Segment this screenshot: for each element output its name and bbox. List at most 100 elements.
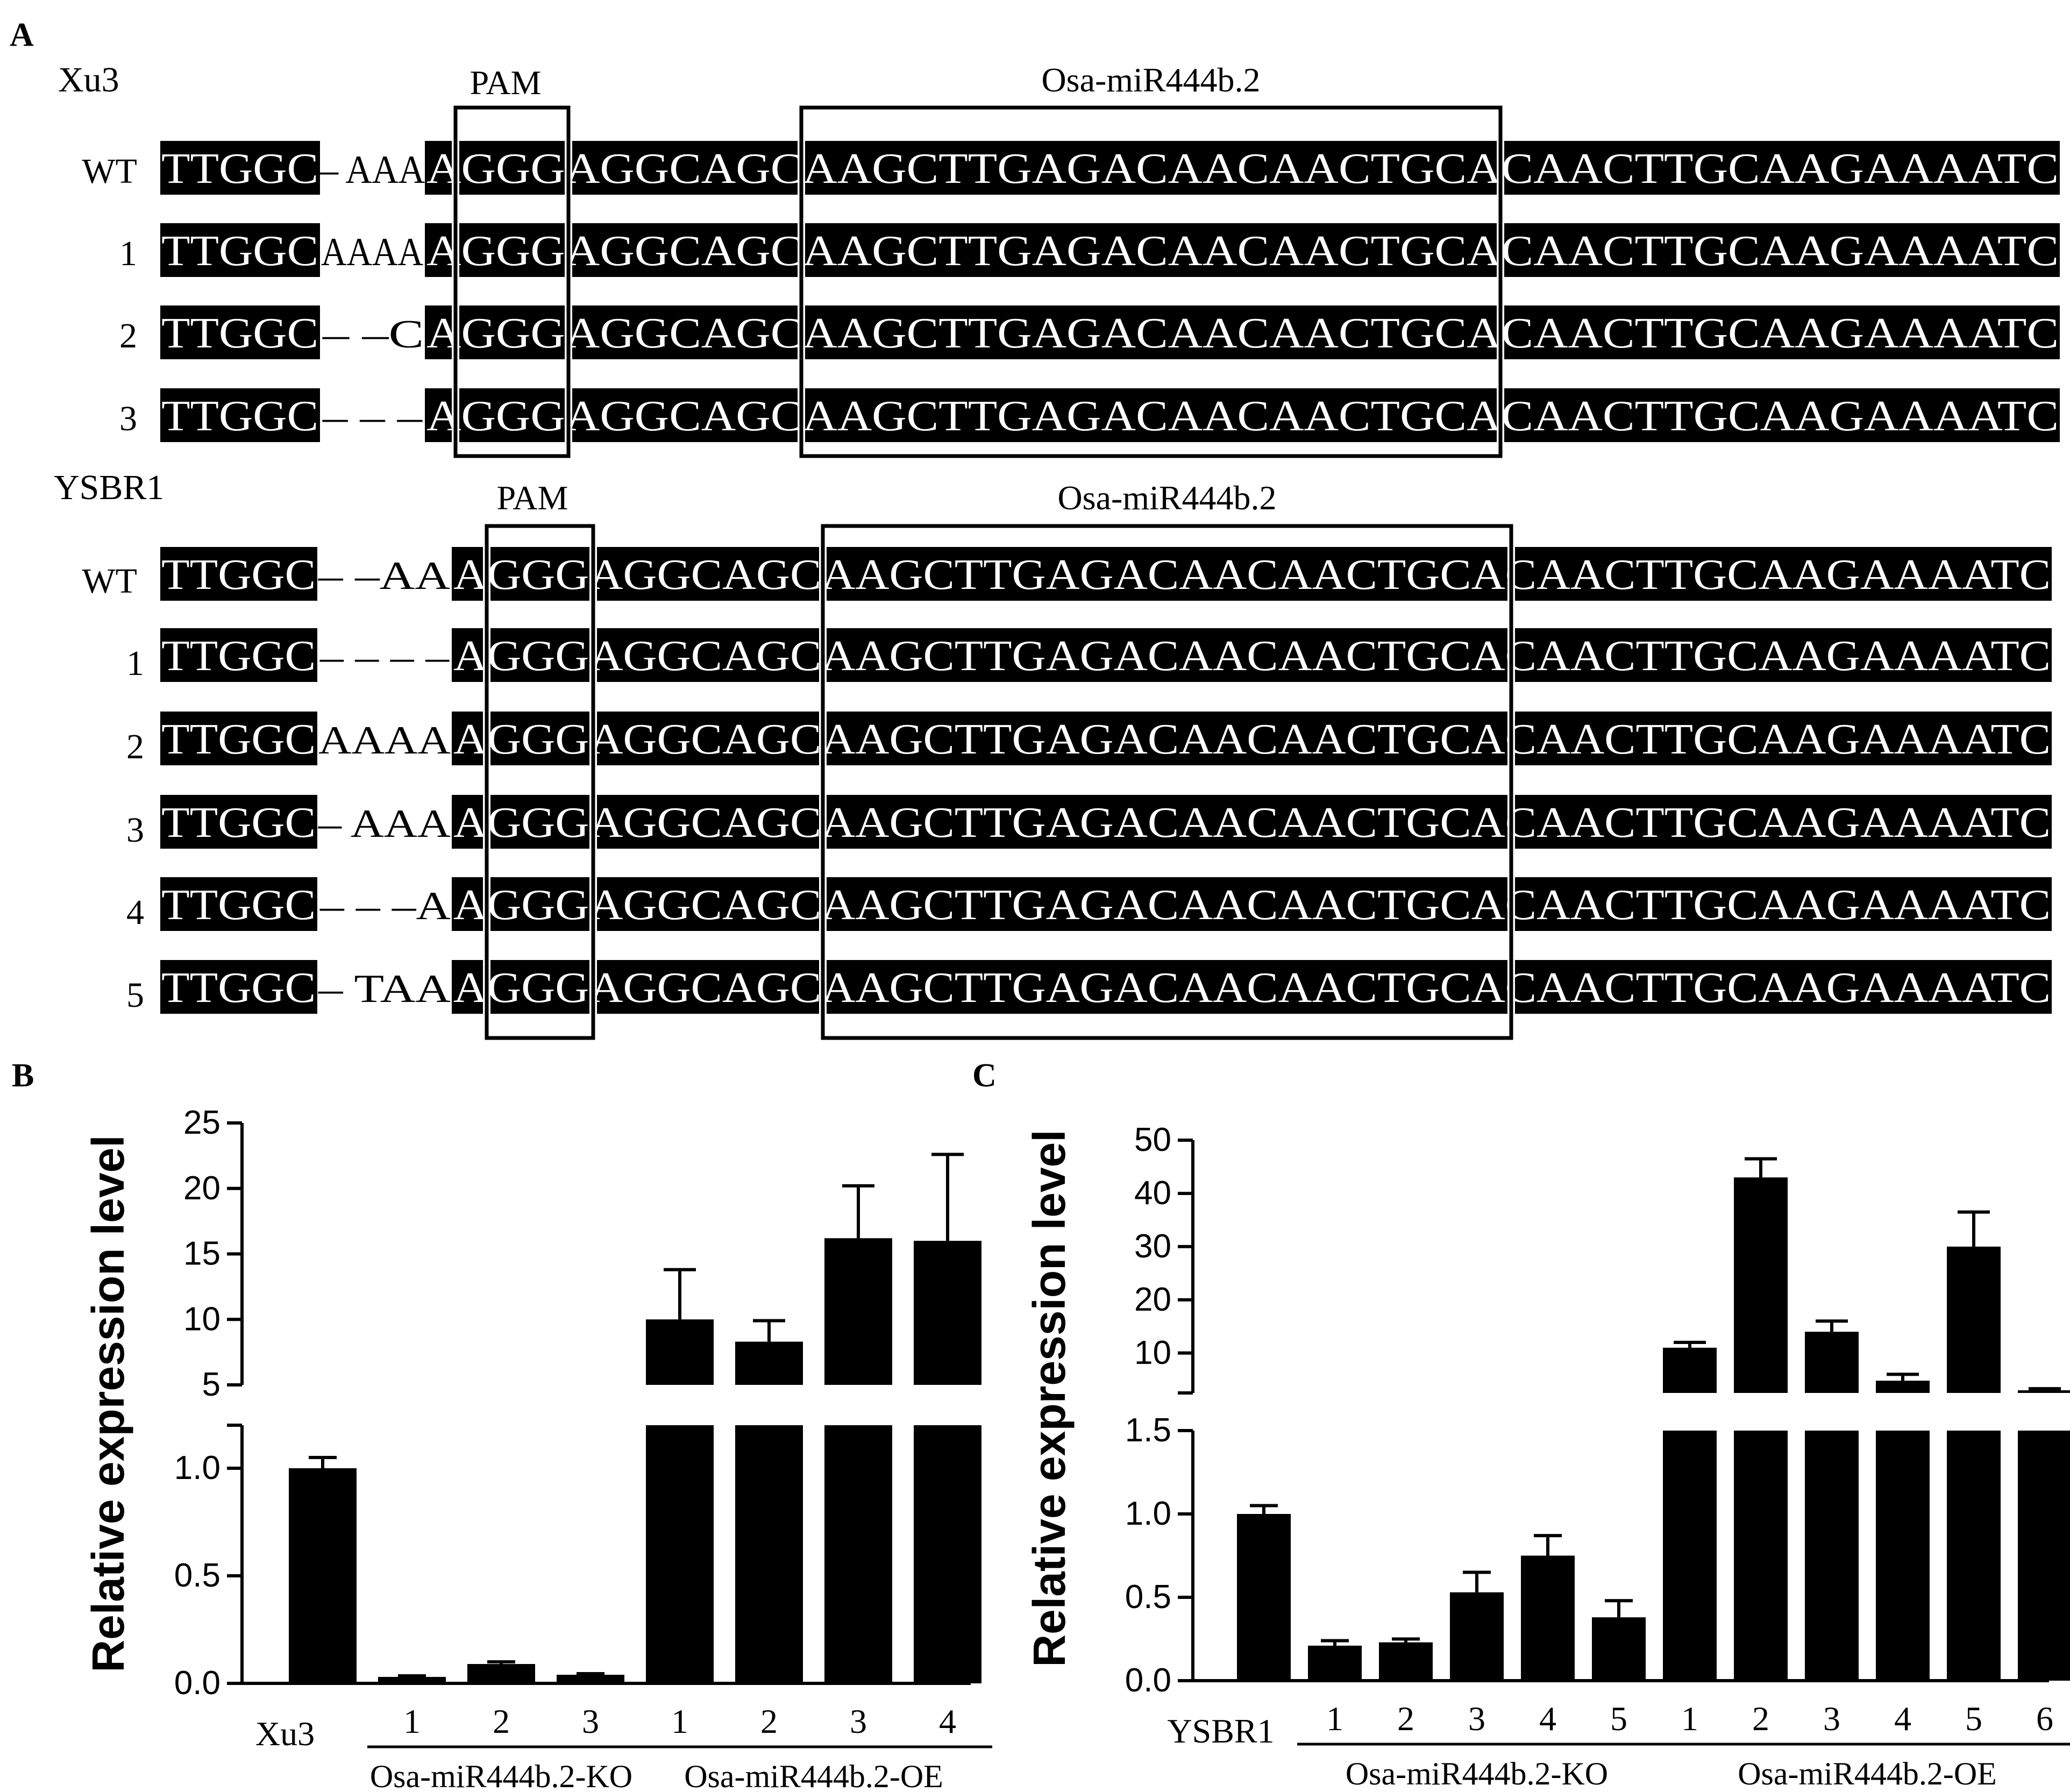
row-label: WT [82,152,137,191]
bar [557,1675,624,1683]
gap-sequence: – –C [322,312,424,357]
bar [1521,1555,1575,1681]
bar [1308,1645,1362,1681]
right-block [452,628,2052,682]
y-tick-label: 20 [183,1170,220,1207]
left-block [160,712,317,765]
bar [378,1677,446,1683]
panel-label-c: C [972,1057,997,1094]
bar [289,1468,357,1683]
x-tick-label: 2 [493,1702,510,1740]
pam-box-xu3 [453,105,571,458]
row-label: 3 [126,810,144,850]
x-tick-label: 3 [1823,1699,1840,1738]
right-block [452,795,2052,849]
left-block [160,305,320,359]
gap-sequence: AAAA [321,230,423,274]
bar [1592,1617,1646,1681]
pam-label-xu3: PAM [470,63,542,102]
left-sequence: TTGGC [161,632,316,680]
x-tick-label: YSBR1 [1167,1712,1274,1750]
bar [467,1664,535,1683]
bar-upper-segment [824,1238,892,1385]
right-sequence: AGGGAGGCAGCAAGCTTGAGACAACAACTGCACAACTTGC… [453,964,2051,1012]
bar-upper-segment [1805,1332,1859,1393]
x-tick-label: 3 [1468,1699,1485,1738]
right-sequence: AGGGAGGCAGCAAGCTTGAGACAACAACTGCACAACTTGC… [453,716,2051,763]
x-tick-label: 5 [1965,1699,1982,1738]
panel-label-b: B [12,1057,34,1094]
group-label: Osa-miR444b.2-OE [1738,1756,1997,1791]
left-block [160,960,317,1014]
x-tick-label: 4 [1894,1699,1911,1738]
left-block [160,547,317,601]
x-tick-label: 4 [939,1702,956,1740]
right-sequence: AGGGAGGCAGCAAGCTTGAGACAACAACTGCACAACTTGC… [426,145,2059,193]
x-tick-label: 6 [2036,1699,2053,1738]
left-sequence: TTGGC [161,881,316,929]
y-axis-label: Relative expression level [83,1135,133,1672]
chart-b: Relative expression level 0.0 0.5 1.0 5 10 15… [83,1104,992,1792]
left-block [160,141,320,195]
y-axis-label: Relative expression level [1024,1129,1075,1667]
sequence-alignment: Xu3 PAM Osa-miR444b.2 YSBR1 PAM Osa-miR4… [54,60,2060,1042]
right-block [452,877,2052,931]
mir-box-ysbr1 [821,524,1513,1040]
gap-sequence: – – – – [319,635,450,679]
x-tick-label: 3 [582,1702,599,1740]
x-tick-label: 2 [760,1702,778,1740]
gap-sequence: AAAA [318,719,451,763]
mir-label-ysbr1: Osa-miR444b.2 [1057,479,1276,517]
right-sequence: AGGGAGGCAGCAAGCTTGAGACAACAACTGCACAACTTGC… [426,393,2059,440]
y-tick-label: 40 [1134,1175,1171,1212]
row-label: 1 [119,234,137,273]
right-block [425,223,2060,277]
bar-lower-segment [1947,1431,2001,1681]
y-tick-label: 1.0 [174,1449,220,1487]
right-sequence: AGGGAGGCAGCAAGCTTGAGACAACAACTGCACAACTTGC… [453,799,2051,847]
left-block [160,388,320,442]
y-tick-label: 30 [1134,1228,1171,1265]
bar [1450,1592,1504,1681]
bar-lower-segment [914,1425,981,1683]
left-sequence: TTGGC [161,145,318,193]
x-tick-label: 2 [1752,1699,1769,1738]
gap-sequence: – AAA [319,148,425,192]
gap-sequence: – –AA [318,554,450,598]
gap-sequence: – – –A [319,884,451,928]
mir-box-xu3 [799,105,1503,458]
bar [1237,1514,1291,1681]
bar-lower-segment [824,1425,892,1683]
bar-lower-segment [646,1425,714,1683]
y-tick-label: 10 [183,1300,220,1338]
bar-upper-segment [1734,1177,1788,1393]
bar-lower-segment [1876,1431,1930,1681]
bar-upper-segment [1663,1347,1717,1393]
group-label: Osa-miR444b.2-KO [1346,1756,1608,1791]
y-tick-label: 0.5 [1125,1578,1171,1616]
x-tick-label: 5 [1610,1699,1627,1738]
bar-upper-segment [646,1319,714,1385]
group-label: Osa-miR444b.2-OE [684,1759,943,1792]
right-block [452,547,2052,601]
bar-upper-segment [1876,1381,1930,1393]
group-name-ysbr1: YSBR1 [54,468,164,507]
left-block [160,223,320,277]
left-sequence: TTGGC [161,799,316,847]
row-label: 2 [119,316,137,355]
pam-label-ysbr1: PAM [497,479,568,517]
bar-lower-segment [735,1425,803,1683]
left-sequence: TTGGC [161,716,316,763]
left-block [160,877,317,931]
y-tick-label: 0.0 [174,1665,220,1702]
row-label: 3 [119,399,137,438]
right-block [452,712,2052,765]
bar-upper-segment [735,1341,803,1385]
right-block [425,388,2060,442]
x-tick-label: 3 [850,1702,867,1740]
y-tick-label: 20 [1134,1281,1171,1318]
group-name-xu3: Xu3 [58,60,119,99]
x-tick-label: Xu3 [255,1715,315,1753]
